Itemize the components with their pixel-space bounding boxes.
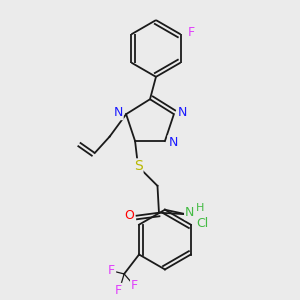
Text: N: N (113, 106, 123, 119)
Text: N: N (177, 106, 187, 119)
Text: F: F (108, 264, 115, 278)
Text: H: H (196, 202, 204, 213)
Text: N: N (168, 136, 178, 149)
Text: F: F (131, 279, 138, 292)
Text: O: O (124, 209, 134, 222)
Text: Cl: Cl (196, 217, 209, 230)
Text: F: F (115, 284, 122, 297)
Text: S: S (134, 159, 142, 173)
Text: N: N (185, 206, 194, 219)
Text: F: F (188, 26, 195, 39)
